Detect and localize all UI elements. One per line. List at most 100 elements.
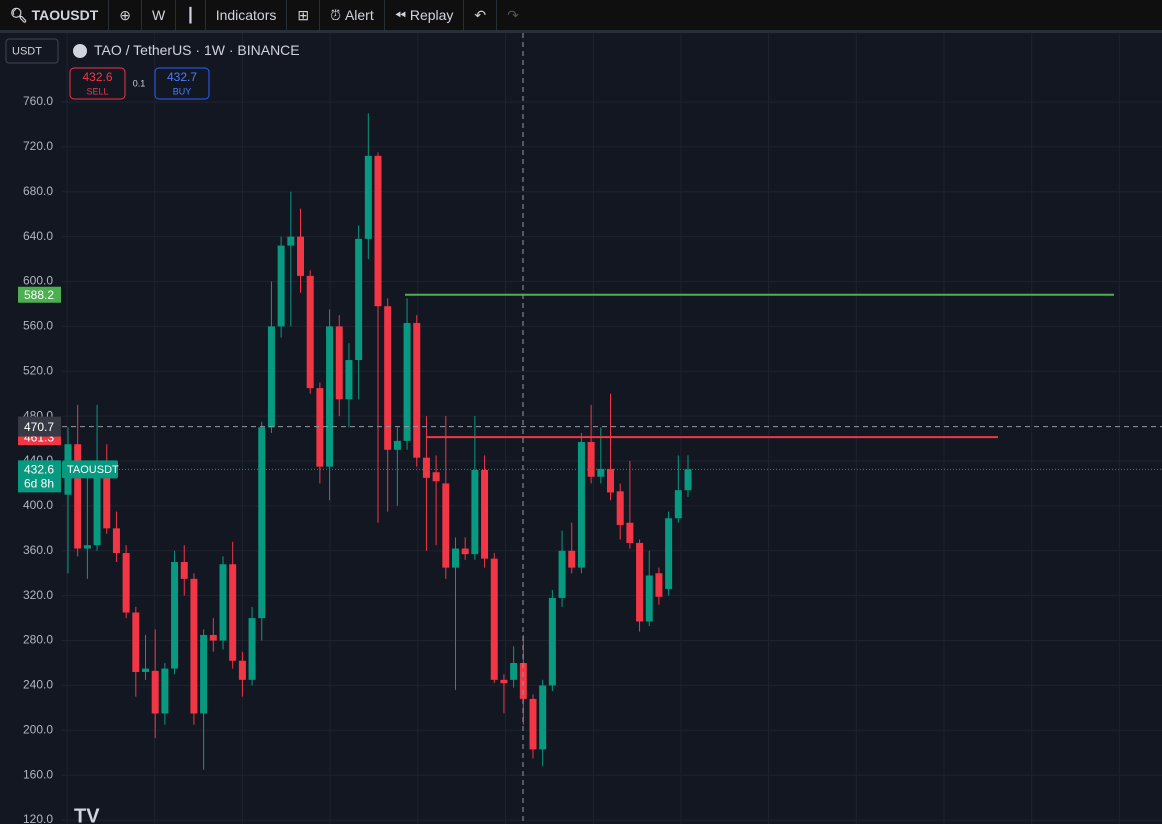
candle-body (238, 660, 246, 680)
y-tick-label: 560.0 (23, 319, 53, 333)
candle-body (93, 470, 101, 546)
candle-body (200, 634, 208, 714)
level-tag (18, 286, 61, 303)
candle-body (481, 470, 489, 559)
buy-label: BUY (173, 86, 192, 96)
candle-body (316, 388, 324, 467)
candle-body (267, 326, 275, 428)
candle-body (413, 323, 421, 458)
candle-body (548, 597, 556, 686)
candle-body (287, 236, 295, 246)
last-price-label: 432.6 (24, 463, 54, 477)
candle-body (297, 236, 304, 276)
symbol-search[interactable]: 🔍︎ TAOUSDT (0, 0, 110, 30)
candle-body (587, 441, 595, 477)
candle-body (500, 679, 508, 684)
candle-body (374, 155, 382, 307)
interval: W (152, 7, 166, 23)
candle-body (345, 360, 353, 400)
candle-body (171, 562, 179, 669)
buy-price: 432.7 (167, 70, 197, 84)
replay: Replay (409, 7, 454, 23)
candle-body (180, 562, 188, 579)
indicators-button[interactable]: Indicators (206, 0, 288, 30)
sell-button[interactable] (69, 67, 126, 100)
interval-button[interactable]: W (142, 0, 177, 30)
candle-body (665, 518, 673, 589)
candle-body (229, 564, 237, 661)
replay-button[interactable]: ⏪︎ Replay (385, 0, 465, 30)
symbol: TAOUSDT (31, 7, 99, 23)
chart: 760.0720.0680.0640.0600.0560.0520.0480.0… (0, 33, 1162, 824)
candle-body (442, 483, 450, 568)
y-tick-label: 600.0 (23, 274, 53, 288)
candle-body (452, 548, 459, 568)
chart-bg (0, 33, 1162, 824)
y-tick-label: 680.0 (23, 184, 53, 198)
candle-body (422, 457, 430, 478)
candle-body (577, 441, 585, 568)
layout-button[interactable]: ⊞ (287, 0, 321, 30)
level-label: 588.2 (24, 288, 54, 302)
y-tick-label: 640.0 (23, 229, 53, 243)
sell-label: SELL (86, 86, 108, 96)
y-tick-label: 400.0 (23, 498, 53, 512)
candle-body (616, 491, 624, 525)
candle-body (674, 490, 682, 519)
compare-button[interactable]: ⊕ (109, 0, 143, 30)
y-tick-label: 240.0 (23, 678, 53, 692)
candle-body (568, 550, 576, 568)
candle-body (103, 461, 111, 529)
chart-title: TAO / TetherUS · 1W · BINANCE (94, 42, 300, 58)
symbol-logo (73, 44, 87, 58)
candle-body (83, 545, 91, 549)
candle-body (490, 558, 498, 680)
symbol-tag-label: TAOUSDT (67, 464, 119, 476)
currency: USDT (12, 45, 42, 57)
buy-button[interactable] (154, 67, 210, 100)
candle-body (403, 323, 411, 441)
candle-body (510, 662, 518, 680)
y-tick-label: 160.0 (23, 767, 53, 781)
candle-body (558, 550, 566, 598)
candle-body (393, 440, 401, 450)
candle-body (645, 575, 653, 622)
candle-body (326, 326, 334, 467)
y-tick-label: 520.0 (23, 363, 53, 377)
undo-button[interactable]: ↶ (464, 0, 498, 30)
candle-body (306, 275, 314, 389)
candle-body (142, 668, 149, 672)
candle-body (151, 670, 159, 714)
countdown: 6d 8h (24, 477, 54, 491)
currency-box[interactable] (5, 38, 59, 64)
y-tick-label: 280.0 (23, 633, 53, 647)
candle-body (684, 469, 692, 491)
marks (64, 113, 692, 770)
y-tick-label: 760.0 (23, 94, 53, 108)
candle-body (636, 542, 644, 622)
candle-body (607, 468, 614, 493)
candle-body (471, 470, 479, 555)
toolbar: 🔍︎ TAOUSDT ⊕ W ┃ Indicators ⊞ ⏰︎ Alert ⏪… (0, 0, 1162, 33)
candle-body (161, 668, 169, 714)
y-tick-label: 120.0 (23, 812, 53, 824)
indicators: Indicators (215, 7, 277, 23)
symbol-tag (62, 460, 118, 479)
candle-body (132, 612, 140, 672)
y-tick-label: 200.0 (23, 722, 53, 736)
chart-type-button[interactable]: ┃ (176, 0, 206, 30)
candle-body (190, 578, 198, 714)
crosshair-tag (18, 416, 61, 437)
redo-button[interactable]: ↷ (507, 6, 519, 23)
candle-body (74, 444, 82, 549)
alert: Alert (344, 7, 374, 23)
candle-body (112, 528, 120, 554)
candle-body (209, 634, 217, 641)
last-price-tag (18, 460, 61, 493)
candle-body (364, 155, 372, 239)
candle-body (519, 662, 527, 699)
alert-button[interactable]: ⏰︎ Alert (320, 0, 385, 30)
y-tick-label: 320.0 (23, 588, 53, 602)
